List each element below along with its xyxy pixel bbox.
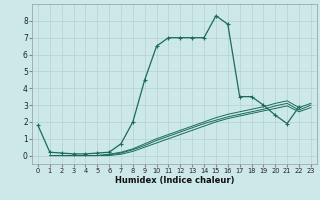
X-axis label: Humidex (Indice chaleur): Humidex (Indice chaleur) xyxy=(115,176,234,185)
